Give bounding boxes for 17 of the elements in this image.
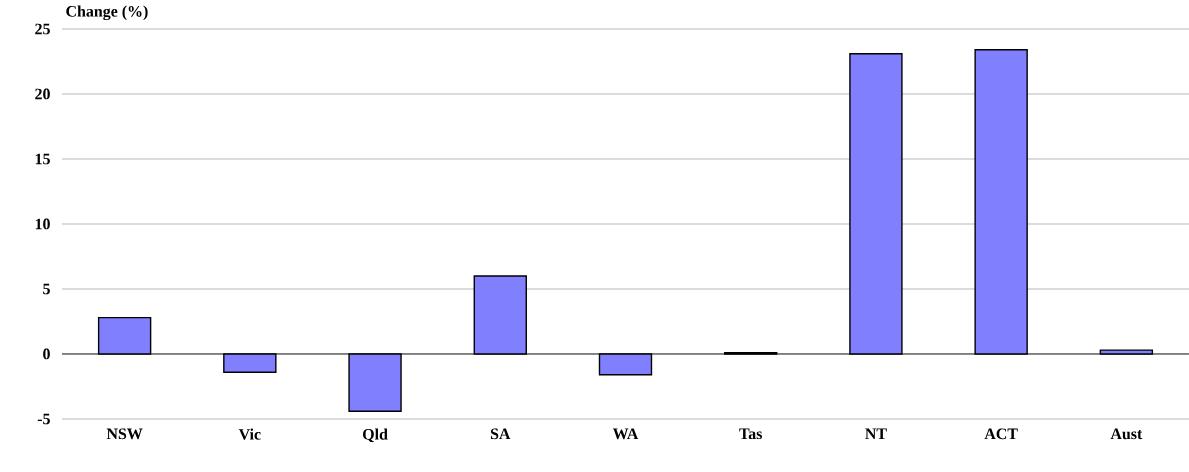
x-tick-label: Vic <box>238 428 261 440</box>
y-tick-label: 5 <box>43 283 50 295</box>
y-axis-title: Change (%) <box>66 5 148 21</box>
y-tick-label: 15 <box>35 153 50 165</box>
x-tick-label: NT <box>865 428 887 439</box>
x-tick-label: Aust <box>1110 428 1143 440</box>
x-tick-label: Qld <box>362 428 388 443</box>
x-tick-label: ACT <box>984 428 1018 440</box>
y-tick-label: 10 <box>35 218 50 230</box>
x-tick-label: WA <box>612 428 639 440</box>
y-tick-label: 25 <box>35 23 50 35</box>
y-tick-label: 20 <box>35 88 50 100</box>
x-tick-label: NSW <box>106 428 143 440</box>
y-tick-label: -5 <box>37 413 50 425</box>
x-tick-label: Tas <box>739 428 762 440</box>
y-tick-label: 0 <box>43 348 50 360</box>
x-tick-label: SA <box>490 428 511 440</box>
